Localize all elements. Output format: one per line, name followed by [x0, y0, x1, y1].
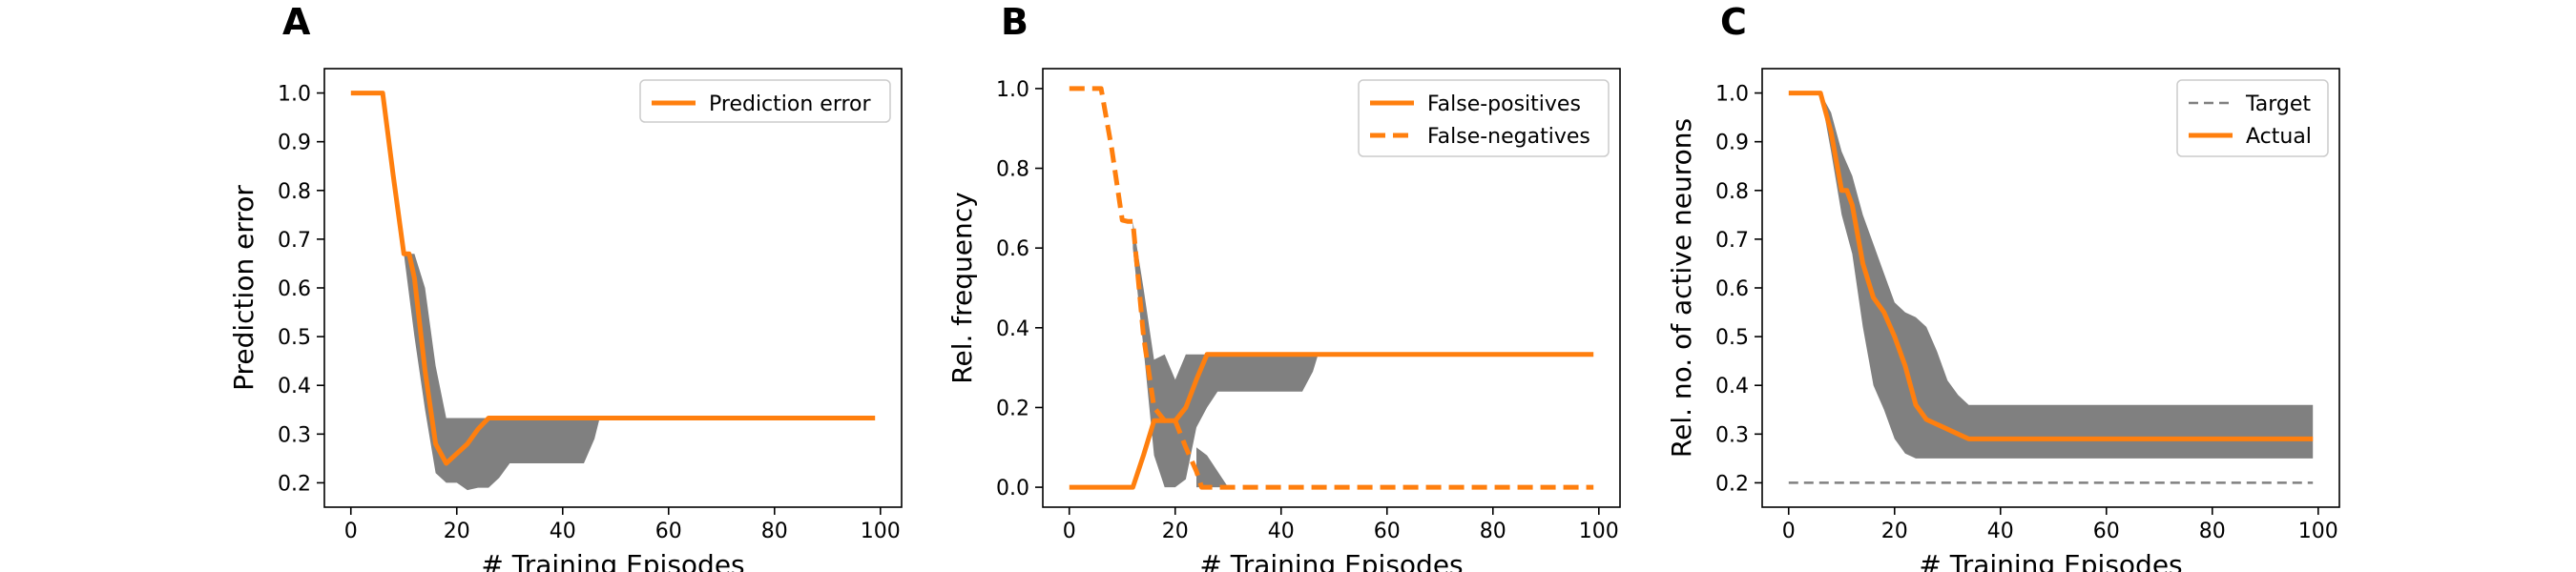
panel-letter: C [1720, 1, 1747, 43]
series-line-prediction-error [350, 91, 876, 466]
chart-panel-a: 0 20 40 60 80 100 0.2 0.3 0.4 0.5 0.6 0.7 0.8 0.9 1.0 #… [228, 1, 903, 572]
x-tick-label: 20 [1162, 520, 1189, 543]
legend-entry: Target [2245, 92, 2311, 116]
y-tick-label: 0.2 [278, 472, 311, 496]
y-tick-label: 0.7 [278, 229, 311, 253]
confidence-band-1 [350, 92, 876, 491]
x-tick-label: 80 [2199, 520, 2226, 543]
y-tick-label: 0.4 [278, 375, 311, 398]
x-tick-label: 20 [444, 520, 470, 543]
y-tick-label: 0.6 [1715, 277, 1749, 301]
y-tick-label: 0.0 [996, 477, 1029, 500]
legend-box [1358, 79, 1610, 157]
x-tick-label: 80 [761, 520, 788, 543]
y-tick-label: 0.8 [1715, 180, 1749, 204]
x-tick-label: 60 [1374, 520, 1401, 543]
y-tick-label: 1.0 [996, 78, 1029, 102]
y-tick-label: 0.6 [996, 237, 1029, 261]
panel-letter: B [1001, 1, 1028, 43]
series-line-actual [1788, 91, 2314, 441]
y-tick-label: 0.2 [1715, 472, 1749, 496]
confidence-band-1 [1788, 92, 2314, 459]
y-axis-label: Rel. frequency [946, 192, 978, 383]
chart-panel-b: 0 20 40 60 80 100 0.0 0.2 0.4 0.6 0.8 1.0 # Training… [946, 1, 1621, 572]
series-line-false-negatives [1069, 86, 1594, 490]
y-tick-label: 0.3 [278, 423, 311, 447]
legend-entry: False-positives [1427, 92, 1581, 116]
y-tick-label: 0.9 [1715, 132, 1749, 155]
y-tick-label: 1.0 [278, 83, 311, 107]
y-tick-label: 0.8 [278, 180, 311, 204]
x-tick-label: 40 [1268, 520, 1295, 543]
x-tick-label: 0 [344, 520, 358, 543]
y-axis-label: Prediction error [228, 185, 260, 391]
x-tick-label: 60 [2093, 520, 2120, 543]
x-axis-label: # Training Episodes [1919, 549, 2182, 572]
y-tick-label: 0.3 [1715, 423, 1749, 447]
x-tick-label: 100 [861, 520, 901, 543]
plot-frame [1042, 68, 1621, 508]
x-tick-label: 40 [550, 520, 576, 543]
x-tick-label: 0 [1063, 520, 1076, 543]
confidence-band-2 [1196, 447, 1239, 488]
confidence-band-1 [1132, 221, 1319, 488]
legend: Prediction error [639, 79, 891, 123]
x-tick-label: 60 [655, 520, 682, 543]
legend-box [639, 79, 891, 123]
panel-letter: A [282, 1, 311, 43]
x-tick-label: 20 [1881, 520, 1908, 543]
y-tick-label: 0.4 [1715, 375, 1749, 398]
x-axis-label: # Training Episodes [481, 549, 744, 572]
y-axis-label: Rel. no. of active neurons [1666, 118, 1697, 458]
legend: False-positives False-negatives [1358, 79, 1610, 157]
x-tick-label: 40 [1987, 520, 2014, 543]
y-tick-label: 0.8 [996, 158, 1029, 182]
y-tick-label: 0.6 [278, 277, 311, 301]
legend-entry: False-negatives [1427, 125, 1590, 149]
y-tick-label: 0.4 [996, 317, 1029, 341]
x-tick-label: 100 [1579, 520, 1619, 543]
x-axis-label: # Training Episodes [1199, 549, 1463, 572]
x-tick-label: 80 [1480, 520, 1506, 543]
chart-panel-c: 0 20 40 60 80 100 0.2 0.3 0.4 0.5 0.6 0.7 0.8 0.9 1.0 #… [1666, 1, 2340, 572]
x-tick-label: 100 [2298, 520, 2338, 543]
legend: Target Actual [2176, 79, 2329, 157]
y-tick-label: 0.7 [1715, 229, 1749, 253]
y-tick-label: 0.5 [1715, 326, 1749, 350]
legend-entry: Prediction error [709, 92, 871, 116]
x-tick-label: 0 [1782, 520, 1796, 543]
y-tick-label: 0.5 [278, 326, 311, 350]
legend-entry: Actual [2246, 125, 2312, 149]
series-line-false-positives [1069, 352, 1594, 490]
y-tick-label: 1.0 [1715, 83, 1749, 107]
y-tick-label: 0.9 [278, 132, 311, 155]
y-tick-label: 0.2 [996, 397, 1029, 420]
